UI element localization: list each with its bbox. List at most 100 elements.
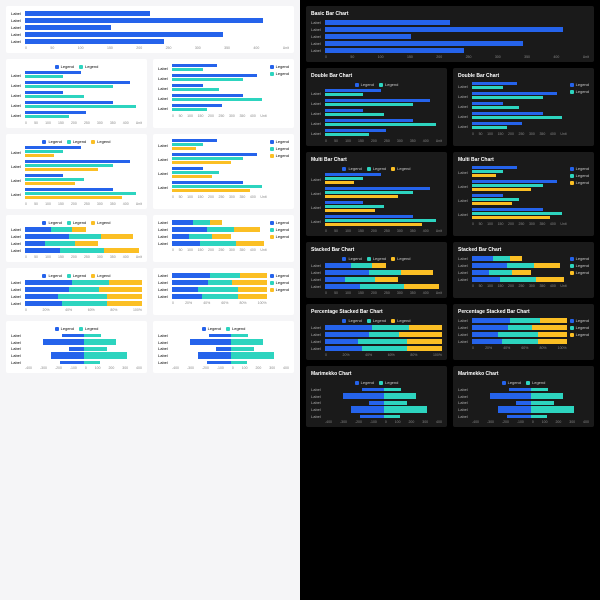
bar-track bbox=[472, 332, 567, 337]
bar-segment bbox=[325, 277, 345, 282]
y-label: Label bbox=[311, 27, 323, 32]
y-label: Label bbox=[311, 91, 323, 96]
chart-legend: LegendLegendLegend bbox=[570, 166, 589, 224]
x-tick: -400 bbox=[472, 420, 479, 424]
legend-label: Legend bbox=[73, 273, 86, 278]
y-label: Label bbox=[158, 157, 170, 162]
legend-label: Legend bbox=[576, 89, 589, 94]
bar-negative bbox=[351, 406, 383, 413]
x-tick: 150 bbox=[198, 248, 204, 252]
chart-title: Stacked Bar Chart bbox=[458, 247, 589, 253]
bar-positive bbox=[231, 361, 247, 364]
bar-track bbox=[472, 102, 567, 110]
legend-swatch bbox=[367, 319, 371, 323]
marimekko-row: Label bbox=[11, 360, 142, 365]
bar bbox=[472, 86, 503, 89]
bar bbox=[325, 209, 375, 212]
x-tick: -200 bbox=[202, 366, 209, 370]
bar-row: Label bbox=[311, 270, 442, 275]
marimekko-row: Label bbox=[11, 333, 142, 338]
legend-label: Legend bbox=[576, 173, 589, 178]
y-label: Label bbox=[158, 106, 170, 111]
bar-row: Label bbox=[311, 41, 589, 46]
x-tick: 60% bbox=[521, 346, 528, 350]
bar-negative bbox=[209, 334, 231, 337]
bar bbox=[325, 123, 436, 126]
legend-label: Legend bbox=[276, 64, 289, 69]
plot-area: LabelLabelLabelLabel05010015020025030035… bbox=[311, 263, 442, 295]
bar-track bbox=[25, 101, 142, 109]
x-tick: -400 bbox=[325, 420, 332, 424]
marimekko-row: Label bbox=[458, 387, 589, 392]
chart-legend: LegendLegendLegend bbox=[11, 273, 142, 278]
legend-item: Legend bbox=[270, 71, 289, 76]
bar-track bbox=[325, 41, 589, 46]
x-axis: 050100150200250300350400Unit bbox=[325, 55, 589, 59]
y-label: Label bbox=[311, 339, 323, 344]
chart-panel-multi: Multi Bar ChartLabelLabelLabelLabel05010… bbox=[453, 152, 594, 236]
bar bbox=[325, 177, 363, 180]
legend-label: Legend bbox=[385, 380, 398, 385]
chart-panel-multi: LabelLabelLabelLabel05010015020025030035… bbox=[153, 134, 294, 209]
bar-track bbox=[172, 74, 267, 82]
legend-swatch bbox=[270, 235, 274, 239]
legend-swatch bbox=[270, 147, 274, 151]
x-axis: -400-300-200-1000100200300400 bbox=[325, 420, 442, 424]
x-tick: 400 bbox=[550, 132, 556, 136]
bar-negative bbox=[51, 352, 83, 359]
bar-segment bbox=[404, 284, 439, 289]
bar-track bbox=[25, 25, 289, 30]
bar-row: Label bbox=[311, 48, 589, 53]
bar bbox=[472, 202, 512, 205]
legend-swatch bbox=[570, 181, 574, 185]
bar bbox=[325, 34, 411, 39]
bar-segment bbox=[172, 287, 198, 292]
bar bbox=[172, 153, 257, 156]
y-label: Label bbox=[11, 234, 23, 239]
marimekko-row: Label bbox=[158, 333, 289, 338]
x-tick: 200 bbox=[208, 195, 214, 199]
bar-row: Label bbox=[311, 89, 442, 97]
x-tick: 100 bbox=[187, 114, 193, 118]
legend-item: Legend bbox=[55, 326, 74, 331]
y-label: Label bbox=[11, 25, 23, 30]
mari-track bbox=[25, 334, 142, 337]
bar-track bbox=[172, 139, 267, 151]
bar-track bbox=[25, 160, 142, 172]
bar bbox=[25, 178, 84, 181]
bar-track bbox=[325, 277, 442, 282]
bar-segment bbox=[407, 339, 442, 344]
x-tick: Unit bbox=[260, 195, 266, 199]
bar bbox=[172, 98, 262, 101]
bar-track bbox=[472, 325, 567, 330]
chart-panel-pstacked: Percentage Stacked Bar ChartLegendLegend… bbox=[306, 304, 447, 360]
y-label: Label bbox=[11, 294, 23, 299]
chart-panel-mari: Marimekko ChartLegendLegendLabelLabelLab… bbox=[306, 366, 447, 427]
bar bbox=[325, 173, 381, 176]
bar-row: Label bbox=[458, 325, 567, 330]
bar-positive bbox=[84, 361, 100, 364]
y-label: Label bbox=[11, 113, 23, 118]
bar bbox=[25, 18, 263, 23]
bar-track bbox=[172, 241, 267, 246]
x-tick: Unit bbox=[436, 229, 442, 233]
x-tick: 250 bbox=[384, 291, 390, 295]
x-tick: 350 bbox=[110, 202, 116, 206]
bar-track bbox=[172, 64, 267, 72]
y-label: Label bbox=[311, 191, 323, 196]
legend-label: Legend bbox=[385, 82, 398, 87]
x-tick: 40% bbox=[503, 346, 510, 350]
bar-segment bbox=[472, 270, 489, 275]
legend-item: Legend bbox=[342, 256, 361, 261]
bar-segment bbox=[375, 277, 398, 282]
bar bbox=[172, 181, 243, 184]
legend-swatch bbox=[55, 65, 59, 69]
legend-label: Legend bbox=[576, 318, 589, 323]
legend-item: Legend bbox=[91, 220, 110, 225]
bar-positive bbox=[384, 393, 416, 399]
x-tick: -100 bbox=[370, 420, 377, 424]
legend-label: Legend bbox=[276, 146, 289, 151]
x-tick: 100 bbox=[242, 366, 248, 370]
x-tick: 0 bbox=[325, 229, 327, 233]
legend-item: Legend bbox=[342, 166, 361, 171]
